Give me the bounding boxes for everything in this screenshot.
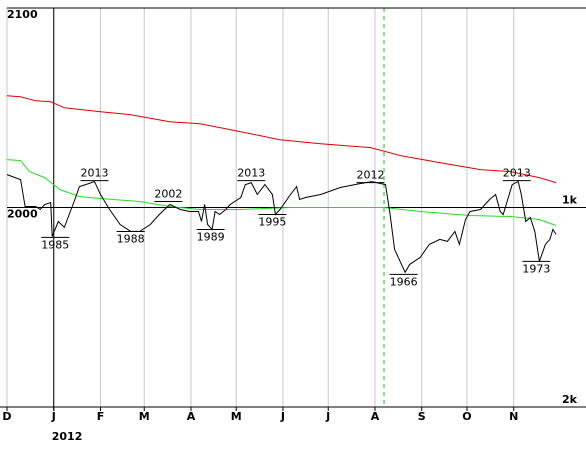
record-label: 2012 <box>356 169 384 182</box>
x-tick-label: F <box>97 410 105 423</box>
x-tick-label: J <box>325 410 330 423</box>
record-label: 2013 <box>80 167 108 180</box>
x-tick-label: J <box>51 410 56 423</box>
y-tick-label: 2000 <box>7 208 38 221</box>
record-label: 1995 <box>258 215 286 228</box>
y2-tick-label: 2k <box>562 393 578 406</box>
record-label: 1985 <box>41 238 69 251</box>
x-tick-label: N <box>509 410 518 423</box>
x-tick-label: A <box>187 410 196 423</box>
x-tick-label: M <box>231 410 242 423</box>
x-tick-label: S <box>418 410 426 423</box>
series-line <box>6 159 557 226</box>
x-tick-label: O <box>462 410 471 423</box>
y2-tick-label: 1k <box>562 194 578 207</box>
y-tick-label: 2100 <box>7 8 38 21</box>
x-tick-label: M <box>139 410 150 423</box>
record-label: 2013 <box>503 167 531 180</box>
record-label: 2013 <box>237 167 265 180</box>
record-label: 1966 <box>390 275 418 288</box>
record-label: 1973 <box>522 262 550 275</box>
x-tick-label: D <box>2 410 11 423</box>
record-label: 1988 <box>117 232 145 245</box>
record-label: 1989 <box>197 230 225 243</box>
series-line <box>6 95 557 184</box>
x-tick-label: J <box>280 410 285 423</box>
record-label: 2002 <box>154 188 182 201</box>
x-tick-label: A <box>371 410 380 423</box>
year-label: 2012 <box>52 430 83 443</box>
